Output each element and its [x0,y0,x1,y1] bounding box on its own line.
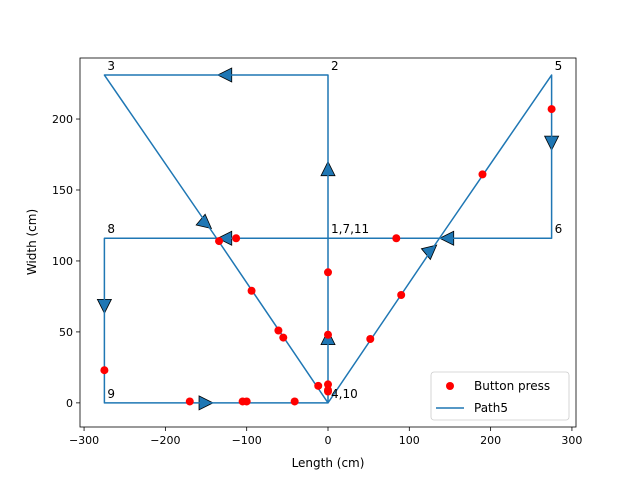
button-press-point [274,326,283,335]
button-press-point [314,381,323,390]
legend-button-press-label: Button press [474,379,550,393]
button-press-markers [100,105,556,406]
legend-box [430,371,570,421]
y-tick-label: 200 [52,113,73,126]
y-tick-label: 0 [66,397,73,410]
y-tick-label: 100 [52,255,73,268]
button-press-point [324,268,332,277]
point-label: 8 [107,222,115,236]
legend-button-press-marker [446,382,454,390]
x-tick-label: −200 [150,434,180,447]
plot-frame [79,57,577,428]
x-tick-label: 300 [561,434,582,447]
x-tick-label: −300 [69,434,99,447]
x-tick-label: 200 [480,434,501,447]
point-label: 9 [107,387,115,401]
button-press-point [392,234,401,243]
button-press-point [366,335,375,344]
button-press-point [242,397,251,406]
button-press-point [324,387,332,396]
point-label: 3 [107,59,115,73]
y-tick-label: 50 [59,326,73,339]
button-press-point [478,170,487,179]
button-press-point [215,237,224,246]
button-press-point [185,397,194,406]
button-press-point [247,286,256,295]
button-press-point [290,397,299,406]
x-tick-label: 0 [325,434,332,447]
y-axis-label: Width (cm) [25,209,39,275]
point-label: 5 [555,59,563,73]
path-line [103,74,553,404]
button-press-point [279,333,288,342]
point-labels: 1,7,11 2 3 4,10 5 6 8 9 [107,59,562,401]
button-press-point [547,105,556,114]
button-press-point [397,291,406,300]
button-press-point [232,234,241,243]
point-label: 1,7,11 [331,222,369,236]
button-press-point [324,380,332,389]
x-axis-label: Length (cm) [292,456,365,470]
button-press-point [100,366,109,375]
x-axis-ticks: −300 −200 −100 0 100 200 300 [69,427,582,447]
y-tick-label: 150 [52,184,73,197]
x-tick-label: 100 [399,434,420,447]
point-label: 6 [555,222,563,236]
point-label: 4,10 [331,387,358,401]
legend-path-label: Path5 [474,401,508,415]
button-press-point [324,330,332,339]
legend: Button press Path5 [430,371,570,421]
y-axis-ticks: 0 50 100 150 200 [52,113,80,410]
x-tick-label: −100 [232,434,262,447]
point-label: 2 [331,59,339,73]
